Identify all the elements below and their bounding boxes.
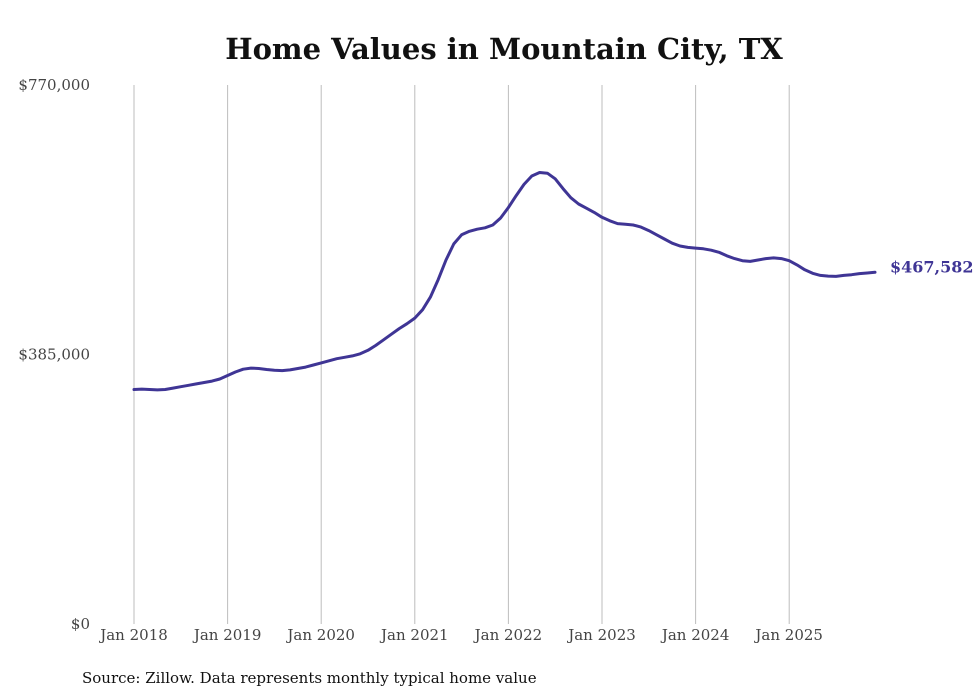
x-axis-ticks: Jan 2018 Jan 2019 Jan 2020 Jan 2021 Jan 2022…	[98, 626, 823, 644]
series-layer: $467,582	[132, 171, 974, 392]
y-tick-label: $385,000	[18, 346, 90, 364]
x-tick-label: Jan 2024	[660, 626, 730, 644]
x-tick-label: Jan 2021	[379, 626, 449, 644]
y-tick-label: $770,000	[18, 76, 90, 94]
y-axis-ticks: $0 $385,000 $770,000	[18, 76, 90, 633]
series-end-label: $467,582	[890, 257, 974, 276]
x-tick-label: Jan 2019	[192, 626, 262, 644]
source-note: Source: Zillow. Data represents monthly …	[82, 669, 537, 687]
gridlines	[133, 85, 790, 624]
x-tick-label: Jan 2023	[566, 626, 636, 644]
x-tick-label: Jan 2020	[285, 626, 355, 644]
series-line	[132, 171, 877, 392]
y-tick-label: $0	[71, 615, 90, 633]
x-tick-label: Jan 2025	[753, 626, 823, 644]
chart-title: Home Values in Mountain City, TX	[225, 32, 783, 66]
x-tick-label: Jan 2018	[98, 626, 168, 644]
x-tick-label: Jan 2022	[473, 626, 543, 644]
